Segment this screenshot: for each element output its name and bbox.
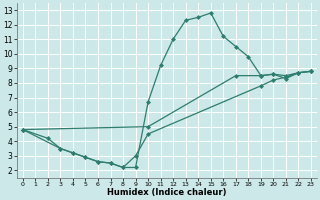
X-axis label: Humidex (Indice chaleur): Humidex (Indice chaleur) — [107, 188, 227, 197]
